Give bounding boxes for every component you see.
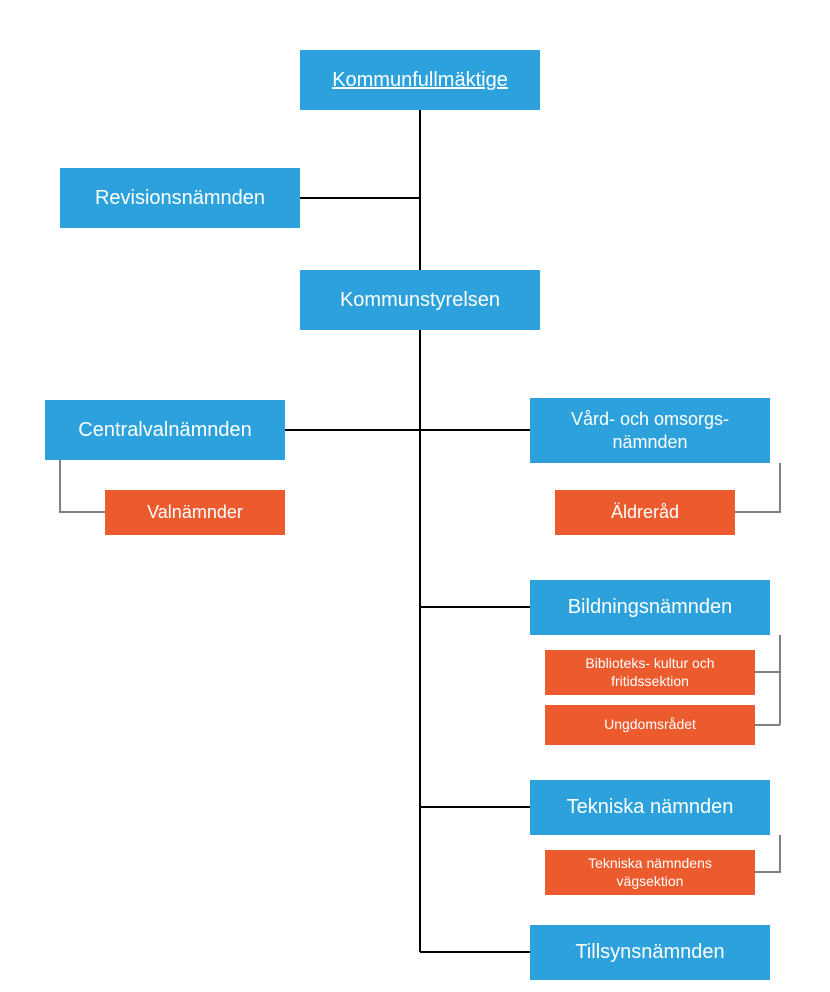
node-revisionsnamnden: Revisionsnämnden (60, 168, 300, 228)
node-tillsynsnamnden: Tillsynsnämnden (530, 925, 770, 980)
node-tekniska: Tekniska nämnden (530, 780, 770, 835)
node-centralvalnamnden: Centralvalnämnden (45, 400, 285, 460)
node-ungdomsradet: Ungdomsrådet (545, 705, 755, 745)
node-vard_omsorg: Vård- och omsorgs-nämnden (530, 398, 770, 463)
node-valnamnder: Valnämnder (105, 490, 285, 535)
node-kommunfullmaktige: Kommunfullmäktige (300, 50, 540, 110)
org-chart-canvas: KommunfullmäktigeRevisionsnämndenKommuns… (0, 0, 830, 992)
node-aldrerad: Äldreråd (555, 490, 735, 535)
node-tekniska_vag: Tekniska nämndensvägsektion (545, 850, 755, 895)
node-kommunstyrelsen: Kommunstyrelsen (300, 270, 540, 330)
node-biblioteks: Biblioteks- kultur ochfritidssektion (545, 650, 755, 695)
node-bildningsnamnden: Bildningsnämnden (530, 580, 770, 635)
